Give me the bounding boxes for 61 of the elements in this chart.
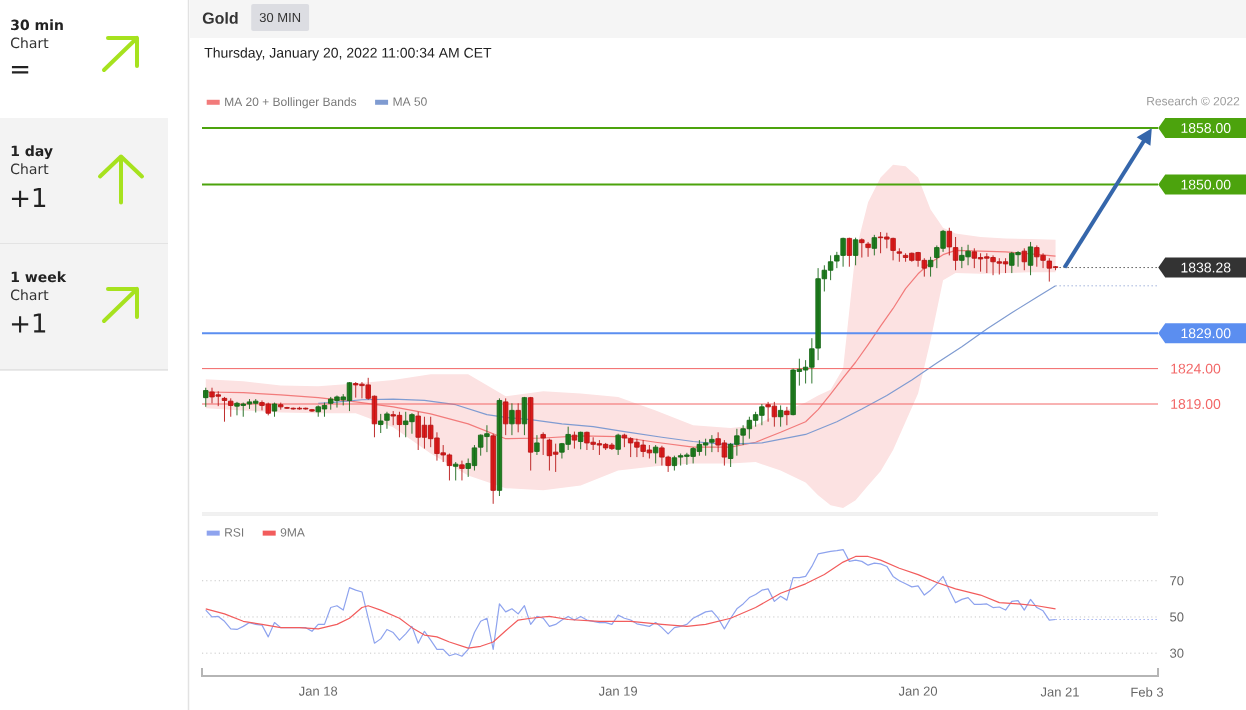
candlestick [490, 433, 496, 505]
legend-label: RSI [225, 528, 244, 537]
legend-label: MA 20 + Bollinger Bands [225, 97, 357, 109]
candlestick [652, 444, 659, 464]
candlestick [1021, 247, 1027, 271]
candlestick [534, 434, 540, 456]
candlestick [459, 460, 465, 481]
x-tick-label: Jan 18 [298, 686, 338, 696]
candlestick [896, 247, 903, 263]
text: 30 MIN [259, 12, 301, 23]
text: Jan 21 [1040, 687, 1079, 697]
candlestick [865, 241, 871, 258]
ref-line-label: 1858.00 [1181, 123, 1231, 133]
candlestick [502, 397, 509, 436]
chart-title: Gold [202, 12, 238, 24]
text: +1 [11, 188, 46, 207]
candlestick [271, 402, 278, 418]
candlestick [521, 396, 528, 436]
candlestick [784, 406, 790, 426]
candlestick [571, 431, 578, 450]
candlestick [1027, 241, 1034, 276]
legend-label: 9MA [280, 528, 305, 537]
candlestick [852, 237, 859, 266]
y-tick-label: 70 [1170, 576, 1184, 586]
ref-line-label: 1850.00 [1181, 179, 1231, 190]
text: Feb 3 [1131, 687, 1164, 697]
legend-label: MA 50 [393, 97, 427, 106]
candlestick [203, 387, 209, 408]
candlestick [228, 397, 234, 418]
candlestick [527, 396, 534, 471]
candlestick [577, 431, 584, 450]
text: 1 day [11, 145, 53, 160]
candlestick [540, 431, 546, 456]
text: 1 week [11, 271, 67, 283]
candlestick [509, 402, 515, 436]
ref-line-label: 1829.00 [1181, 328, 1231, 339]
text: 30 min [11, 19, 63, 31]
candlestick [859, 237, 865, 258]
x-tick-label: Jan 20 [898, 686, 938, 696]
candlestick [927, 256, 934, 278]
candlestick [846, 237, 853, 268]
y-tick-label: 30 [1170, 648, 1184, 658]
candlestick [871, 234, 878, 256]
text: Chart [10, 289, 49, 301]
candlestick [278, 402, 284, 411]
x-tick-label: Jan 19 [598, 686, 638, 696]
ref-line-label: 1824.00 [1171, 363, 1221, 374]
text: = [11, 66, 29, 74]
ref-line-label: 1838.28 [1181, 262, 1231, 273]
candlestick [452, 461, 459, 481]
candlestick [615, 433, 621, 456]
candlestick [777, 404, 784, 428]
text: Research © 2022 [1147, 96, 1240, 106]
chart-subtitle: Thursday, January 20, 2022 11:00:34 AM CET [204, 47, 492, 61]
text: Chart [10, 37, 49, 49]
ref-line-label: 1819.00 [1171, 399, 1221, 409]
candlestick [515, 402, 521, 433]
candlestick [221, 396, 228, 423]
text: Chart [10, 163, 49, 175]
y-tick-label: 50 [1170, 612, 1184, 622]
text: +1 [11, 313, 46, 333]
